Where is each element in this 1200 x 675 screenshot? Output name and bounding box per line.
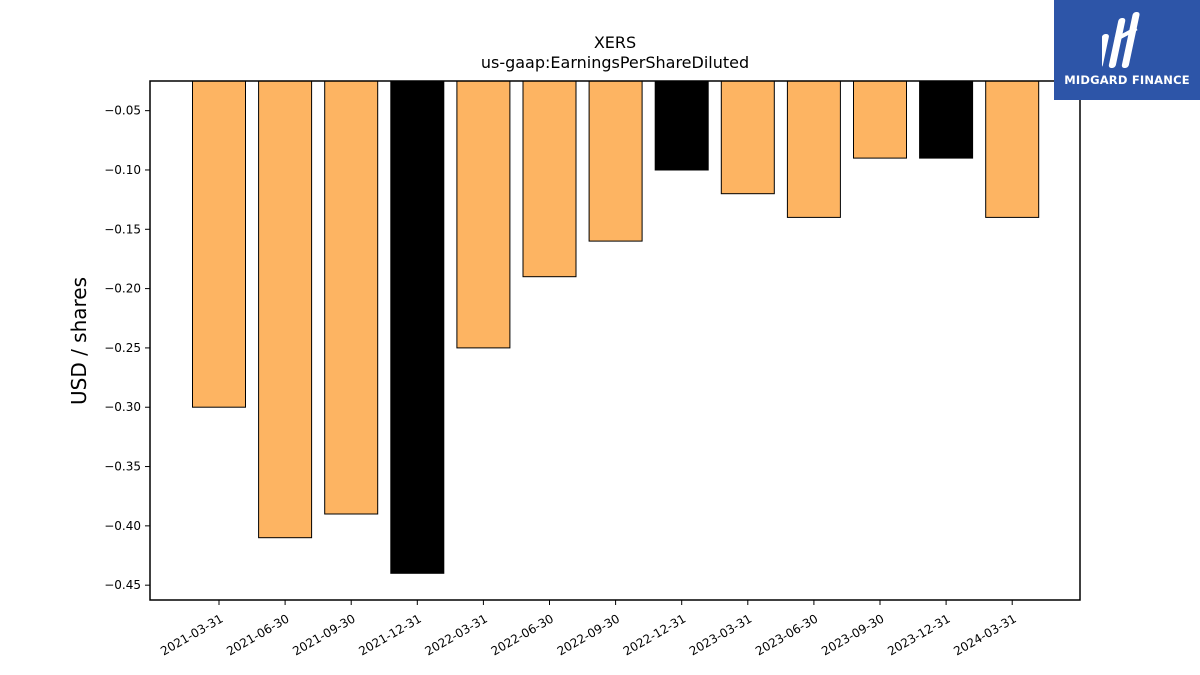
x-tick-label: 2023-03-31 [687, 611, 754, 658]
x-tick-label: 2021-06-30 [224, 611, 291, 658]
bar-2022-03-31 [456, 80, 511, 349]
bars-group [192, 80, 1040, 574]
brand-logo: MIDGARD FINANCE [1054, 0, 1200, 100]
y-tick-label: −0.15 [104, 222, 141, 236]
midgard-logo-icon [1102, 12, 1140, 68]
chart-subtitle: us-gaap:EarningsPerShareDiluted [481, 53, 749, 72]
brand-name: MIDGARD FINANCE [1064, 73, 1190, 87]
bar-2021-12-31 [390, 80, 445, 574]
x-tick-label: 2023-09-30 [819, 611, 886, 658]
y-axis-ticks: −0.05 −0.10 −0.15 −0.20 −0.25 −0.30 −0.35 −0.40… [104, 104, 150, 592]
bar-2022-09-30 [588, 80, 643, 242]
bar-2021-09-30 [324, 80, 379, 515]
y-tick-label: −0.35 [104, 460, 141, 474]
y-tick-label: −0.40 [104, 519, 141, 533]
bar-2023-12-31 [919, 80, 974, 159]
x-axis-ticks: 2021-03-312021-06-302021-09-302021-12-31… [158, 600, 1019, 658]
bar-2021-06-30 [258, 80, 313, 539]
y-tick-label: −0.20 [104, 282, 141, 296]
bar-2022-06-30 [522, 80, 577, 278]
x-tick-label: 2022-03-31 [422, 611, 489, 658]
x-tick-label: 2021-09-30 [290, 611, 357, 658]
x-tick-label: 2022-06-30 [489, 611, 556, 658]
bar-2023-03-31 [720, 80, 775, 195]
bar-2024-03-31 [985, 80, 1040, 218]
x-tick-label: 2023-12-31 [885, 611, 952, 658]
plot-area-frame [149, 80, 1081, 601]
y-axis-label: USD / shares [67, 277, 91, 405]
y-tick-label: −0.10 [104, 163, 141, 177]
x-tick-label: 2021-12-31 [356, 611, 423, 658]
y-tick-label: −0.30 [104, 400, 141, 414]
x-tick-label: 2023-06-30 [753, 611, 820, 658]
bar-2021-03-31 [192, 80, 246, 408]
bar-2023-06-30 [786, 80, 841, 218]
x-tick-label: 2022-12-31 [621, 611, 688, 658]
chart-title: XERS [594, 33, 636, 52]
y-tick-label: −0.25 [104, 341, 141, 355]
x-tick-label: 2021-03-31 [158, 611, 225, 658]
x-tick-label: 2024-03-31 [951, 611, 1018, 658]
bar-2023-09-30 [853, 80, 907, 159]
y-tick-label: −0.05 [104, 104, 141, 118]
x-tick-label: 2022-09-30 [555, 611, 622, 658]
bar-2022-12-31 [654, 80, 709, 171]
y-tick-label: −0.45 [104, 578, 141, 592]
